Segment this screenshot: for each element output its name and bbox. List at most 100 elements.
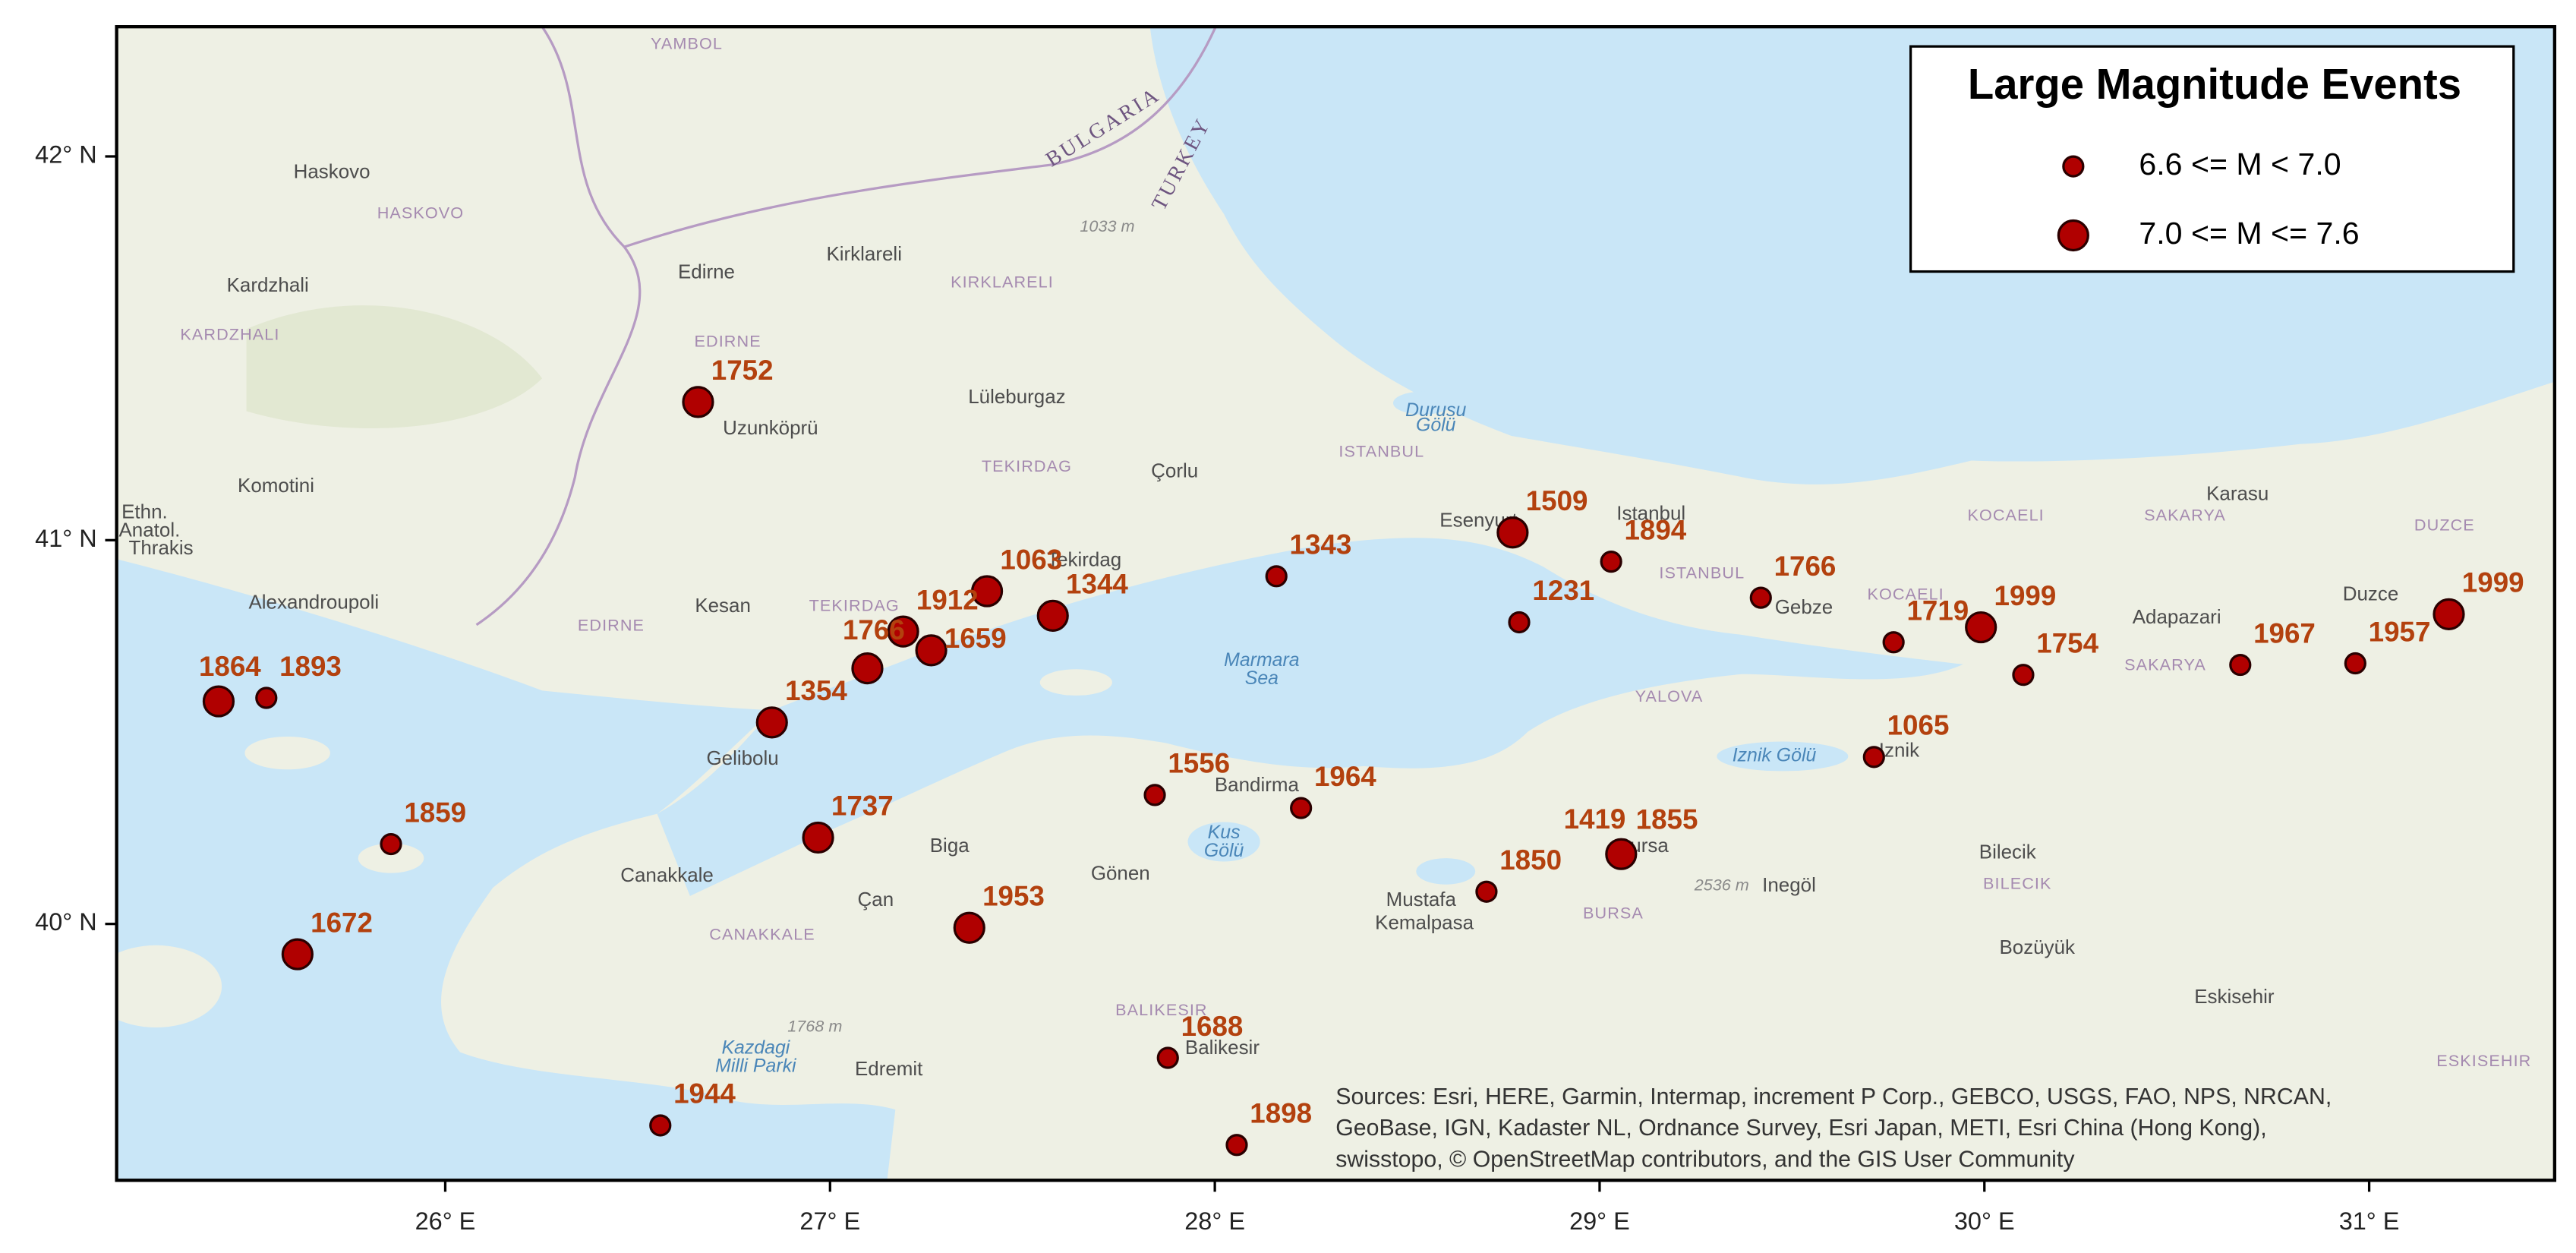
place-label: 1033 m (1080, 216, 1134, 235)
event-label: 1957 (2369, 616, 2431, 647)
event-label: 1688 (1181, 1011, 1244, 1042)
place-label: Bozüyük (1999, 936, 2076, 958)
place-label: Istanbul (1616, 502, 1685, 525)
place-label: Ethn. (121, 500, 168, 523)
event-label: 1754 (2036, 627, 2098, 658)
event-label: 1766 (1774, 551, 1837, 582)
place-label: Gelibolu (706, 746, 778, 769)
event-label: 1953 (982, 880, 1045, 911)
place-label: DUZCE (2414, 516, 2475, 535)
y-tick-label: 42° N (35, 141, 97, 169)
event-marker (1156, 1046, 1179, 1069)
event-label: 1419 (1564, 803, 1626, 835)
place-label: EDIRNE (578, 616, 645, 635)
place-label: Eskisehir (2194, 985, 2275, 1008)
place-label: Tekirdag (1047, 548, 1121, 570)
events: 1894 1343 1231 1766 1893 1859 1556 1964 1855 1850… (199, 355, 2524, 1157)
legend-symbol (2057, 219, 2089, 252)
x-tick-label: 27° E (799, 1207, 860, 1235)
event-marker (2012, 664, 2035, 686)
event-marker (380, 832, 402, 856)
place-label: Komotini (238, 474, 314, 497)
event-marker (953, 911, 985, 944)
event-label: 1859 (404, 797, 466, 828)
place-label: Adapazari (2133, 605, 2221, 628)
event-label: 1752 (711, 355, 774, 386)
legend-title: Large Magnitude Events (1968, 60, 2461, 108)
lake (1416, 858, 1476, 885)
event-marker (1036, 599, 1069, 632)
legend-label: 7.0 <= M <= 7.6 (2139, 216, 2359, 251)
place-label: Edirne (678, 260, 735, 283)
place-label: 2536 m (1694, 876, 1749, 895)
legend-label: 6.6 <= M < 7.0 (2139, 147, 2341, 181)
island (1039, 669, 1112, 696)
place-label: Gölü (1416, 415, 1456, 436)
event-marker (755, 706, 788, 739)
place-label: TEKIRDAG (809, 596, 900, 615)
event-label: 1999 (2462, 567, 2524, 598)
place-label: Iznik Gölü (1733, 745, 1817, 766)
event-label: 1354 (785, 675, 847, 706)
event-label: 1894 (1624, 514, 1686, 545)
event-label: 1999 (1994, 580, 2057, 611)
lake (1392, 391, 1452, 415)
event-marker (1600, 551, 1622, 573)
event-label: 1672 (311, 907, 373, 938)
place-label: KOCAELI (1967, 506, 2044, 525)
place-label: Kemalpasa (1375, 911, 1474, 934)
event-marker (1605, 838, 1638, 870)
event-marker (851, 652, 884, 685)
place-label: Balikesir (1185, 1036, 1260, 1059)
place-label: Kesan (695, 594, 751, 617)
island (116, 945, 222, 1027)
place-label: Biga (930, 834, 970, 857)
event-marker (1508, 611, 1531, 634)
event-marker (1882, 631, 1905, 654)
event-label: 1065 (1887, 710, 1950, 741)
place-label: Mustafa (1386, 888, 1457, 911)
place-label: Thrakis (129, 536, 194, 559)
event-marker (1965, 611, 1997, 644)
place-label: Çorlu (1151, 459, 1198, 481)
axis-ticks: 26° E 27° E 28° E 29° E 30° E 31° E 40° N 41° N… (35, 141, 2399, 1236)
place-label: Sea (1245, 668, 1279, 689)
event-marker (915, 634, 947, 667)
island (244, 736, 330, 770)
place-label: Uzunköprü (723, 416, 818, 439)
event-marker (2344, 652, 2366, 675)
place-label: EDIRNE (695, 331, 761, 350)
place-label: Marmara (1224, 649, 1300, 671)
place-label: Karasu (2206, 482, 2269, 505)
x-tick-label: 26° E (415, 1207, 476, 1235)
place-label: Milli Parki (715, 1056, 797, 1077)
event-label: 1898 (1250, 1098, 1312, 1129)
island (358, 843, 424, 873)
event-marker (255, 686, 278, 709)
place-label: ESKISEHIR (2436, 1051, 2531, 1070)
place-label: Çan (858, 888, 894, 911)
place-label: Gönen (1091, 862, 1150, 885)
event-marker (1225, 1134, 1248, 1157)
event-label: 1944 (673, 1078, 736, 1109)
y-tick-label: 40° N (35, 908, 97, 936)
event-label: 1967 (2253, 617, 2316, 649)
place-label: Inegöl (1762, 873, 1816, 896)
place-label: Bandirma (1215, 773, 1300, 796)
event-marker (202, 685, 235, 718)
place-label: BILECIK (1983, 873, 2052, 892)
place-label: HASKOVO (377, 204, 465, 223)
event-marker (2229, 653, 2252, 677)
place-label: Alexandroupoli (248, 591, 379, 614)
event-marker (1265, 565, 1288, 588)
event-marker (1496, 516, 1529, 549)
place-label: Bilecik (1979, 840, 2037, 863)
event-label: 1855 (1636, 803, 1698, 835)
event-label: 1343 (1290, 529, 1352, 560)
place-label: Durusu (1405, 399, 1466, 421)
sources: Sources: Esri, HERE, Garmin, Intermap, i… (1335, 1084, 2332, 1172)
place-label: Kus (1208, 822, 1241, 843)
place-label: 1768 m (787, 1017, 842, 1036)
